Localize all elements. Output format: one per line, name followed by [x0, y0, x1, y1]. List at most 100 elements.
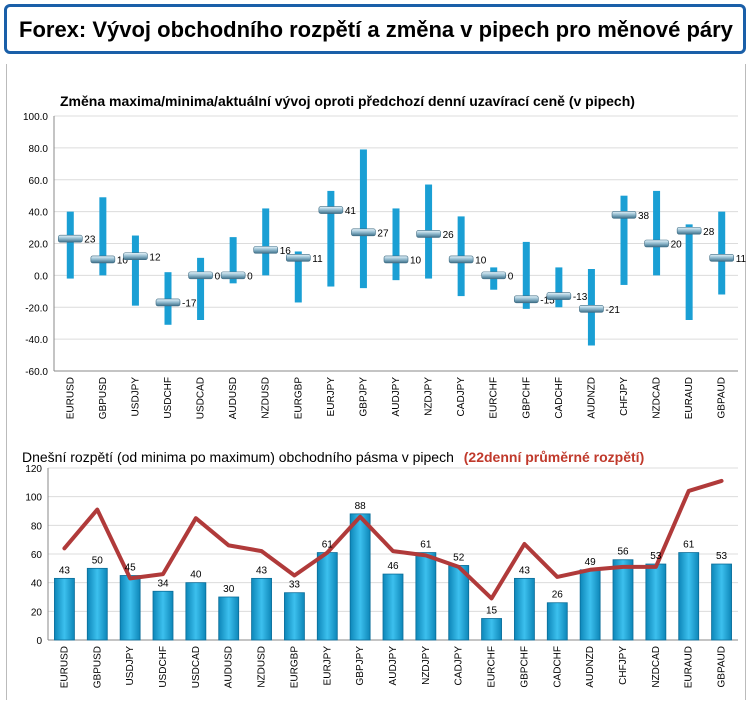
- bar-value-label: 61: [420, 540, 432, 551]
- current-marker: [611, 211, 637, 219]
- bar-value-label: 40: [190, 570, 202, 581]
- range-bar: [251, 577, 272, 641]
- x-tick-label: NZDUSD: [261, 377, 272, 419]
- range-bar: [555, 267, 563, 308]
- x-tick-label: CADCHF: [552, 646, 563, 688]
- current-value-label: 0: [247, 271, 253, 282]
- x-tick-label: AUDNZD: [586, 377, 597, 419]
- y-tick-label: -60.0: [25, 367, 48, 378]
- current-value-label: 10: [410, 255, 422, 266]
- bar-value-label: 46: [387, 561, 399, 572]
- current-marker: [513, 295, 539, 304]
- range-bar: [711, 563, 732, 641]
- range-bar: [262, 208, 270, 276]
- range-bar: [415, 552, 437, 641]
- x-tick-label: EURAUD: [684, 377, 695, 419]
- bar-value-label: 30: [223, 584, 235, 595]
- range-bar: [119, 575, 141, 641]
- current-value-label: 12: [149, 252, 161, 263]
- x-tick-label: GBPAUD: [717, 377, 728, 419]
- bar-value-label: 45: [125, 563, 137, 574]
- x-tick-label: AUDJPY: [391, 377, 402, 417]
- x-tick-label: USDJPY: [130, 377, 141, 417]
- bar-value-label: 33: [289, 580, 301, 591]
- range-bar: [229, 237, 237, 284]
- bar-value-label: 61: [322, 540, 334, 551]
- current-marker: [546, 292, 572, 300]
- bar-value-label: 53: [716, 551, 728, 562]
- x-tick-label: CADJPY: [456, 377, 467, 417]
- current-marker: [351, 228, 376, 237]
- range-bar: [522, 241, 530, 309]
- range-bar: [382, 573, 404, 641]
- x-tick-label: USDCAD: [196, 377, 207, 419]
- current-value-label: 16: [280, 246, 292, 257]
- current-value-label: 27: [377, 228, 389, 239]
- x-tick-label: CADJPY: [454, 646, 465, 686]
- range-bar: [164, 272, 172, 325]
- y-tick-label: 60: [31, 550, 43, 561]
- x-tick-label: EURGBP: [293, 377, 304, 420]
- y-tick-label: 20: [31, 607, 43, 618]
- y-tick-label: -40.0: [25, 335, 48, 346]
- current-marker: [579, 305, 604, 313]
- current-marker: [285, 254, 311, 262]
- current-marker: [383, 255, 409, 264]
- range-bar: [448, 565, 470, 641]
- x-tick-label: USDCHF: [158, 646, 169, 688]
- bar-value-label: 53: [650, 551, 662, 562]
- current-marker: [481, 271, 507, 280]
- range-bar: [612, 559, 634, 641]
- page-header: Forex: Vývoj obchodního rozpětí a změna …: [4, 4, 746, 54]
- x-tick-label: GBPJPY: [358, 377, 369, 417]
- bar-value-label: 88: [355, 501, 367, 512]
- current-marker: [155, 298, 181, 307]
- x-tick-label: CHFJPY: [618, 646, 629, 685]
- x-tick-label: AUDNZD: [585, 646, 596, 688]
- x-tick-label: NZDUSD: [257, 646, 268, 688]
- current-marker: [220, 271, 246, 280]
- x-tick-label: EURUSD: [59, 646, 70, 688]
- range-bar: [579, 569, 601, 641]
- range-bar: [546, 602, 568, 641]
- bar-value-label: 49: [585, 557, 597, 568]
- range-bar: [349, 513, 371, 641]
- bar-value-label: 56: [617, 547, 629, 558]
- current-marker: [709, 254, 735, 262]
- range-chart-title: Změna maxima/minima/aktuální vývoj oprot…: [60, 93, 635, 109]
- current-marker: [448, 255, 474, 264]
- x-tick-label: EURUSD: [65, 377, 76, 419]
- x-tick-label: GBPUSD: [98, 377, 109, 419]
- range-bar: [185, 582, 207, 641]
- y-tick-label: 20.0: [29, 240, 49, 251]
- range-bar: [131, 235, 139, 306]
- x-tick-label: GBPCHF: [519, 646, 530, 688]
- y-tick-label: 0: [36, 636, 42, 647]
- x-tick-label: USDCAD: [191, 646, 202, 688]
- range-bar: [653, 190, 661, 276]
- bar-value-label: 61: [683, 540, 695, 551]
- bar-chart-title-main: Dnešní rozpětí (od minima po maximum) ob…: [22, 449, 454, 465]
- current-value-label: 0: [215, 271, 221, 282]
- range-bar: [294, 251, 302, 303]
- range-bar: [514, 577, 535, 641]
- range-bar: [218, 596, 240, 641]
- bar-chart: Dnešní rozpětí (od minima po maximum) ob…: [22, 449, 738, 689]
- x-tick-label: NZDCAD: [651, 646, 662, 688]
- range-bar: [481, 618, 502, 641]
- current-value-label: 11: [312, 254, 323, 265]
- bar-value-label: 50: [92, 555, 104, 566]
- x-tick-label: NZDCAD: [652, 377, 663, 419]
- range-bar: [197, 257, 205, 320]
- x-tick-label: EURGBP: [289, 646, 300, 689]
- range-bar: [685, 224, 693, 320]
- x-tick-label: GBPJPY: [355, 646, 366, 686]
- current-value-label: 41: [345, 206, 357, 217]
- current-marker: [676, 226, 702, 235]
- current-marker: [416, 230, 441, 238]
- current-value-label: 26: [443, 230, 455, 241]
- range-bar: [678, 552, 700, 641]
- current-value-label: 0: [508, 271, 514, 282]
- range-bar: [359, 149, 367, 289]
- current-marker: [318, 206, 344, 214]
